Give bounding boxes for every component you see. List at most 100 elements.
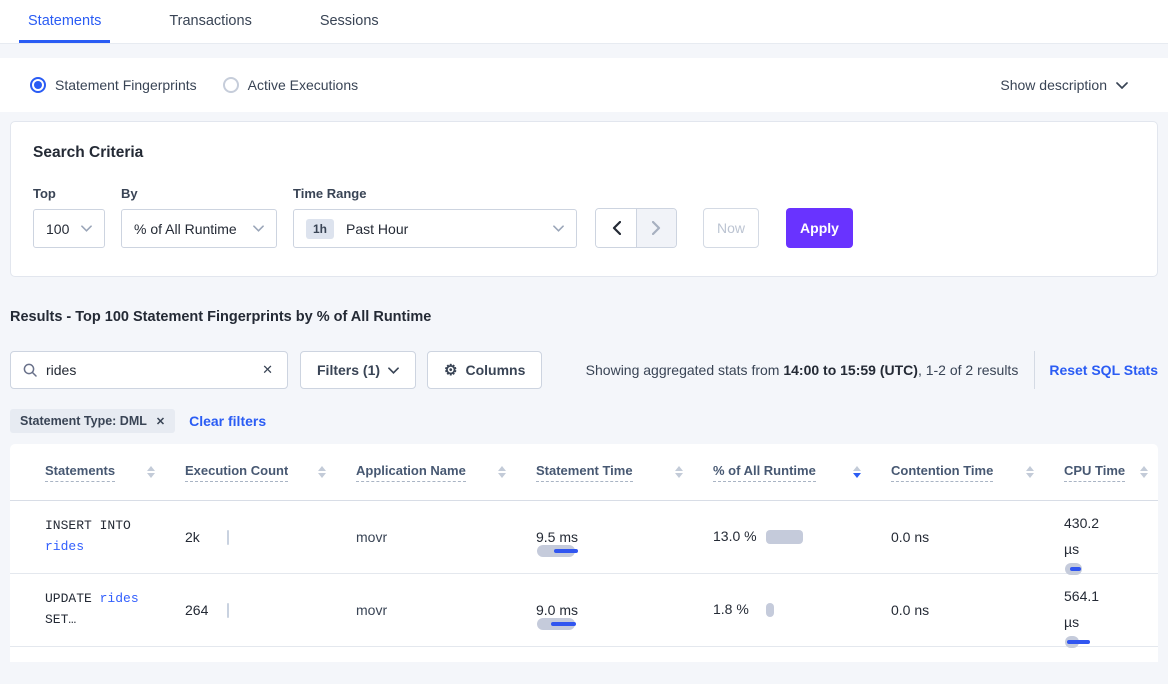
time-range-shortcut-badge: 1h bbox=[306, 218, 335, 239]
statement-link[interactable]: rides bbox=[99, 591, 139, 607]
execution-count-cell: 2k bbox=[185, 529, 356, 545]
by-label: By bbox=[121, 186, 138, 201]
summary-time-window: 14:00 to 15:59 (UTC) bbox=[783, 362, 918, 378]
statement-tail: SET… bbox=[45, 612, 77, 627]
filters-button-label: Filters (1) bbox=[317, 362, 381, 378]
statement-cell: UPDATE rides SET… bbox=[45, 589, 185, 631]
chevron-down-icon bbox=[81, 225, 92, 232]
time-range-label: Time Range bbox=[293, 186, 367, 201]
column-header-application-name[interactable]: Application Name bbox=[356, 463, 536, 482]
column-header-cpu-time[interactable]: CPU Time bbox=[1064, 463, 1158, 482]
results-heading: Results - Top 100 Statement Fingerprints… bbox=[10, 309, 432, 325]
pct-runtime-bar bbox=[766, 602, 774, 617]
column-header-statement-time[interactable]: Statement Time bbox=[536, 463, 713, 482]
reset-sql-stats-link[interactable]: Reset SQL Stats bbox=[1049, 362, 1158, 378]
top-field: Top 100 bbox=[33, 186, 105, 248]
pct-runtime-cell: 13.0 % bbox=[713, 524, 891, 550]
cpu-time-cell: 430.2 µs bbox=[1064, 511, 1158, 575]
sort-icon[interactable] bbox=[667, 466, 683, 478]
statement-link[interactable]: rides bbox=[45, 539, 85, 554]
tab-sessions[interactable]: Sessions bbox=[319, 13, 379, 29]
filter-chip-statement-type[interactable]: Statement Type: DML ✕ bbox=[10, 409, 176, 433]
search-input[interactable] bbox=[46, 362, 261, 378]
radio-label: Statement Fingerprints bbox=[55, 77, 197, 93]
results-toolbar: ✕ Filters (1) ⚙ Columns Showing aggregat… bbox=[10, 351, 1158, 389]
sort-icon[interactable] bbox=[1018, 466, 1034, 478]
show-description-toggle[interactable]: Show description bbox=[1000, 77, 1128, 93]
clear-filters-link[interactable]: Clear filters bbox=[189, 413, 267, 429]
statement-keyword: INSERT INTO bbox=[45, 518, 131, 534]
execution-count-bar bbox=[227, 529, 229, 545]
chevron-down-icon bbox=[553, 225, 564, 232]
remove-filter-icon[interactable]: ✕ bbox=[155, 415, 166, 428]
by-select-value: % of All Runtime bbox=[134, 220, 237, 237]
chevron-down-icon bbox=[388, 366, 399, 374]
apply-button[interactable]: Apply bbox=[786, 208, 853, 248]
columns-button[interactable]: ⚙ Columns bbox=[427, 351, 543, 389]
columns-button-label: Columns bbox=[465, 362, 526, 378]
radio-selected-icon[interactable] bbox=[30, 77, 46, 93]
time-range-value: Past Hour bbox=[346, 220, 409, 237]
table-row: UPDATE rides SET… 264 movr 9.0 ms 1.8 % … bbox=[10, 574, 1158, 648]
chevron-right-icon bbox=[652, 221, 661, 235]
column-header-statements[interactable]: Statements bbox=[45, 463, 185, 482]
active-filters-row: Statement Type: DML ✕ Clear filters bbox=[10, 409, 1158, 433]
pct-runtime-bar bbox=[766, 529, 803, 544]
radio-unselected-icon[interactable] bbox=[222, 77, 239, 93]
time-range-field: Time Range 1h Past Hour bbox=[293, 186, 577, 248]
column-header-contention-time[interactable]: Contention Time bbox=[891, 463, 1064, 482]
clear-search-icon[interactable]: ✕ bbox=[262, 362, 273, 377]
radio-active-executions[interactable]: Active Executions bbox=[222, 77, 358, 93]
view-mode-bar: Statement Fingerprints Active Executions… bbox=[0, 58, 1168, 112]
table-header-row: Statements Execution Count Application N… bbox=[10, 444, 1158, 501]
by-select[interactable]: % of All Runtime bbox=[121, 209, 277, 248]
statement-time-cell: 9.0 ms bbox=[536, 602, 713, 630]
page-background-strip bbox=[0, 662, 1168, 670]
sort-icon[interactable] bbox=[1132, 466, 1148, 478]
filter-chip-label: Statement Type: DML bbox=[20, 414, 147, 428]
previous-time-window-button[interactable] bbox=[596, 209, 636, 247]
application-name-cell: movr bbox=[356, 602, 388, 618]
statement-time-value: 9.0 ms bbox=[536, 602, 579, 618]
radio-statement-fingerprints[interactable]: Statement Fingerprints bbox=[30, 77, 197, 93]
results-summary: Showing aggregated stats from 14:00 to 1… bbox=[586, 362, 1019, 378]
search-criteria-panel: Search Criteria Top 100 By % of All Runt… bbox=[10, 121, 1158, 277]
statement-time-value: 9.5 ms bbox=[536, 529, 579, 545]
chevron-left-icon bbox=[612, 221, 621, 235]
chevron-down-icon bbox=[253, 225, 264, 232]
table-row: INSERT INTO rides 2k movr 9.5 ms 13.0 % … bbox=[10, 501, 1158, 575]
sort-icon[interactable] bbox=[139, 466, 155, 478]
summary-prefix: Showing aggregated stats from bbox=[585, 362, 784, 378]
now-button[interactable]: Now bbox=[703, 208, 759, 248]
by-field: By % of All Runtime bbox=[121, 186, 277, 248]
top-select-value: 100 bbox=[46, 220, 70, 237]
top-tab-bar: Statements Transactions Sessions bbox=[0, 0, 1168, 44]
tab-statements[interactable]: Statements bbox=[19, 1, 111, 43]
tab-transactions[interactable]: Transactions bbox=[169, 13, 252, 29]
statement-search-box[interactable]: ✕ bbox=[10, 351, 288, 389]
cpu-time-cell: 564.1 µs bbox=[1064, 584, 1158, 648]
column-header-pct-all-runtime[interactable]: % of All Runtime bbox=[713, 463, 891, 482]
sort-icon[interactable] bbox=[490, 466, 506, 478]
execution-count-value: 2k bbox=[185, 529, 200, 545]
search-icon bbox=[23, 363, 37, 377]
time-range-select[interactable]: 1h Past Hour bbox=[293, 209, 577, 248]
contention-time-cell: 0.0 ns bbox=[891, 602, 930, 618]
cpu-time-value: 430.2 µs bbox=[1064, 515, 1100, 557]
sort-icon[interactable] bbox=[310, 466, 326, 478]
cpu-time-value: 564.1 µs bbox=[1064, 588, 1100, 630]
contention-time-cell: 0.0 ns bbox=[891, 529, 930, 545]
toolbar-divider bbox=[1034, 351, 1036, 389]
pct-runtime-cell: 1.8 % bbox=[713, 597, 891, 623]
statement-keyword: UPDATE bbox=[45, 591, 92, 607]
statement-time-cell: 9.5 ms bbox=[536, 529, 713, 557]
execution-count-cell: 264 bbox=[185, 602, 356, 618]
sort-icon-active-desc[interactable] bbox=[845, 466, 861, 478]
column-header-execution-count[interactable]: Execution Count bbox=[185, 463, 356, 482]
time-window-pager bbox=[595, 208, 677, 248]
next-time-window-button[interactable] bbox=[636, 209, 676, 247]
search-criteria-title: Search Criteria bbox=[33, 144, 144, 161]
top-select[interactable]: 100 bbox=[33, 209, 105, 248]
filters-button[interactable]: Filters (1) bbox=[300, 351, 417, 389]
execution-count-value: 264 bbox=[185, 602, 209, 618]
